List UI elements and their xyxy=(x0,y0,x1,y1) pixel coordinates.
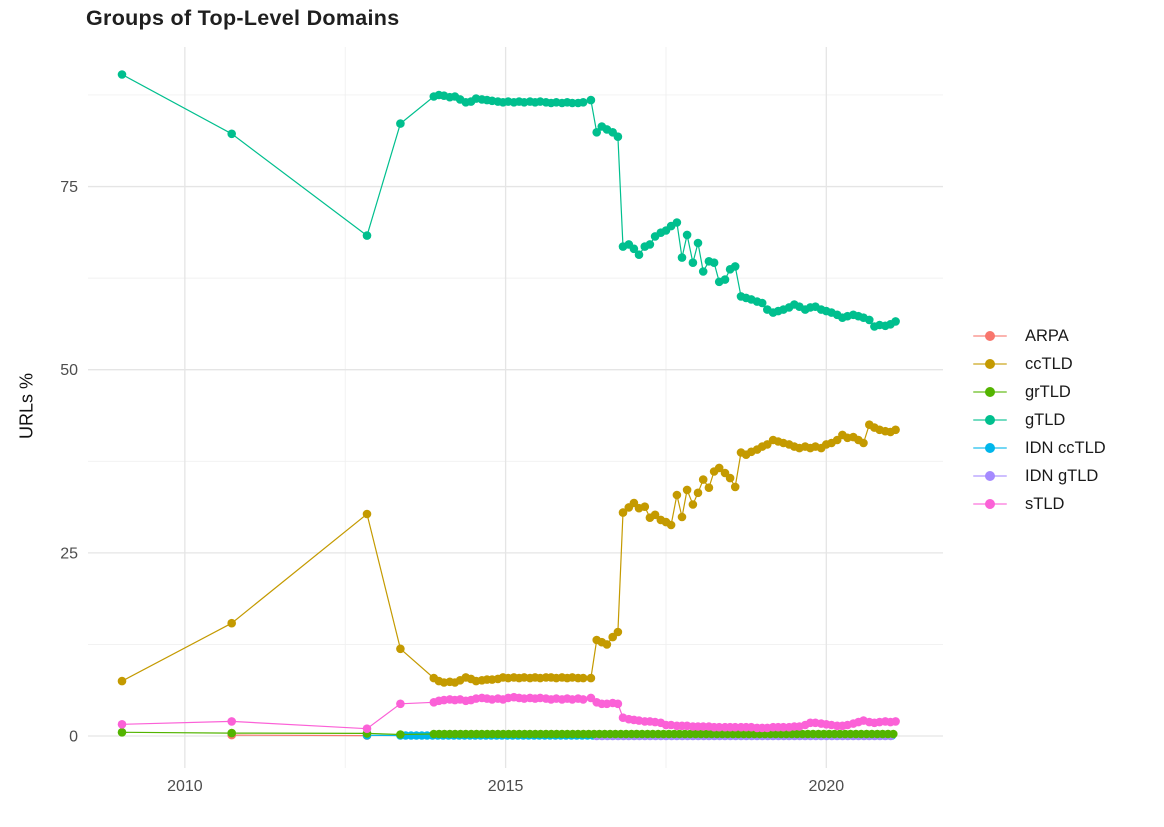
series-stld xyxy=(117,692,900,733)
data-point-gtld xyxy=(645,240,655,249)
data-point-stld xyxy=(396,699,405,709)
data-point-cctld xyxy=(698,475,708,484)
data-point-cctld xyxy=(227,618,236,628)
y-tick-label: 25 xyxy=(60,545,78,562)
legend-label: ccTLD xyxy=(1025,354,1073,373)
legend-item-idn-gtld: IDN gTLD xyxy=(973,462,1106,490)
x-tick-label: 2010 xyxy=(167,778,203,795)
data-point-cctld xyxy=(677,512,687,522)
legend-key-icon xyxy=(973,442,1007,454)
data-point-gtld xyxy=(709,258,719,268)
data-point-cctld xyxy=(586,673,596,683)
legend-item-grtld: grTLD xyxy=(973,378,1106,406)
legend-key-icon xyxy=(973,358,1007,370)
legend: ARPA ccTLD grTLD gTLD IDN ccTLD IDN gTLD sTLD xyxy=(973,322,1106,518)
chart-title: Groups of Top-Level Domains xyxy=(86,6,400,30)
data-point-gtld xyxy=(586,95,596,105)
legend-item-arpa: ARPA xyxy=(973,322,1106,350)
data-point-cctld xyxy=(396,644,405,654)
legend-item-gtld: gTLD xyxy=(973,406,1106,434)
legend-label: IDN gTLD xyxy=(1025,466,1099,485)
data-point-stld xyxy=(117,720,127,729)
y-tick-label: 75 xyxy=(60,179,78,196)
legend-key-icon xyxy=(973,330,1007,342)
data-point-gtld xyxy=(720,275,730,284)
data-point-grtld xyxy=(227,728,236,738)
y-tick-label: 50 xyxy=(60,362,78,379)
data-point-cctld xyxy=(725,473,735,483)
data-point-gtld xyxy=(688,258,698,268)
data-point-stld xyxy=(227,717,236,726)
data-point-gtld xyxy=(891,317,900,326)
data-point-gtld xyxy=(592,128,601,137)
x-tick-label: 2020 xyxy=(809,778,845,795)
data-point-gtld xyxy=(613,132,623,141)
legend-item-cctld: ccTLD xyxy=(973,350,1106,378)
data-point-cctld xyxy=(117,676,127,686)
data-point-grtld xyxy=(117,728,127,737)
data-point-grtld xyxy=(889,729,898,739)
legend-key-icon xyxy=(973,414,1007,426)
legend-key-icon xyxy=(973,386,1007,398)
series-arpa xyxy=(227,730,372,740)
data-point-stld xyxy=(891,717,900,726)
data-point-cctld xyxy=(640,502,650,512)
data-point-gtld xyxy=(698,267,708,276)
data-point-cctld xyxy=(602,640,612,649)
data-point-gtld xyxy=(117,70,127,79)
legend-label: sTLD xyxy=(1025,494,1065,513)
data-point-gtld xyxy=(578,98,588,107)
legend-label: gTLD xyxy=(1025,410,1066,429)
data-point-gtld xyxy=(629,244,639,254)
legend-label: IDN ccTLD xyxy=(1025,438,1106,457)
data-point-cctld xyxy=(859,438,868,448)
data-point-gtld xyxy=(677,253,687,262)
legend-label: ARPA xyxy=(1025,326,1069,345)
data-point-cctld xyxy=(666,520,676,530)
data-point-gtld xyxy=(672,218,682,227)
data-point-cctld xyxy=(362,509,372,519)
data-point-cctld xyxy=(704,483,714,493)
data-point-gtld xyxy=(757,298,767,308)
data-point-cctld xyxy=(613,627,623,637)
data-point-gtld xyxy=(865,315,874,325)
legend-item-idn-cctld: IDN ccTLD xyxy=(973,434,1106,462)
data-point-gtld xyxy=(682,230,692,240)
data-point-stld xyxy=(613,699,623,709)
data-point-gtld xyxy=(730,262,740,271)
legend-item-stld: sTLD xyxy=(973,490,1106,518)
data-point-cctld xyxy=(730,482,740,492)
data-point-gtld xyxy=(362,231,372,240)
data-point-cctld xyxy=(672,490,682,500)
data-point-cctld xyxy=(891,425,900,435)
series-line-cctld xyxy=(121,423,896,684)
data-point-gtld xyxy=(227,129,236,139)
series-line-gtld xyxy=(121,73,896,328)
data-point-cctld xyxy=(618,508,628,517)
data-point-stld xyxy=(578,695,588,704)
data-point-gtld xyxy=(634,250,644,259)
legend-key-icon xyxy=(973,498,1007,510)
data-point-stld xyxy=(362,724,372,733)
series-grtld xyxy=(117,728,898,739)
data-point-cctld xyxy=(688,500,698,509)
data-point-cctld xyxy=(578,673,588,683)
y-tick-label: 0 xyxy=(69,729,78,746)
data-point-gtld xyxy=(693,238,703,248)
data-point-grtld xyxy=(396,730,405,739)
series-line-arpa xyxy=(231,734,368,737)
data-point-cctld xyxy=(682,485,692,495)
legend-key-icon xyxy=(973,470,1007,482)
data-point-gtld xyxy=(396,119,405,128)
data-point-cctld xyxy=(650,510,660,520)
data-point-cctld xyxy=(714,463,724,473)
legend-label: grTLD xyxy=(1025,382,1071,401)
x-tick-label: 2015 xyxy=(488,778,524,795)
series-gtld xyxy=(117,70,900,331)
data-point-cctld xyxy=(693,488,703,498)
series-cctld xyxy=(117,420,900,687)
